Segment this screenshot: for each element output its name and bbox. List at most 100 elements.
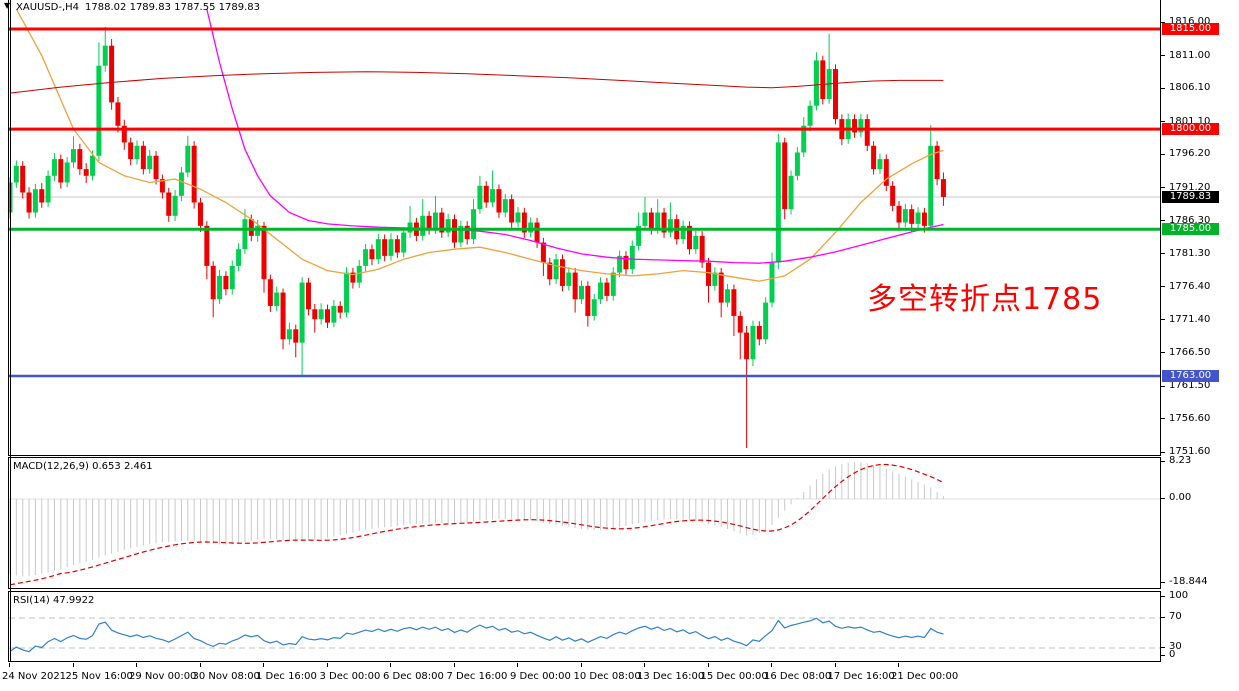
macd-values: 0.653 2.461 [92,461,153,472]
time-axis-label: 10 Dec 08:00 [573,671,641,682]
price-axis-tick [1161,187,1165,189]
candle-body [401,232,407,253]
macd-axis-label: 0.00 [1169,492,1192,503]
price-axis-tick [1161,55,1165,57]
symbol-period-label: XAUUSD-,H4 [16,2,80,13]
candle-body [725,289,731,303]
candle-body [490,189,496,203]
main-chart-panel[interactable] [8,0,1161,456]
candle-body [642,212,648,226]
time-axis-label: 1 Dec 16:00 [256,671,317,682]
rsi-axis-tick [1161,595,1165,597]
macd-axis-label: 8.23 [1169,455,1192,467]
candle-body [83,169,89,176]
candle-body [699,235,705,263]
candle-body [58,159,64,183]
time-axis-tick [263,663,264,667]
candle-body [286,329,292,340]
price-axis-label: 1816.00 [1169,16,1211,28]
price-axis-label: 1801.10 [1169,115,1211,127]
candle-body [591,299,597,316]
panel-inner-border [10,0,11,662]
macd-axis-tick [1161,497,1165,499]
candle-body [185,145,191,173]
price-axis-tick [1161,121,1165,123]
time-axis-tick [326,663,328,667]
candle-body [77,149,83,170]
macd-canvas[interactable] [9,458,1160,588]
candle-body [598,282,604,300]
candle-body [121,125,127,143]
time-axis-label: 30 Nov 08:00 [192,671,260,682]
candle-body [820,60,826,100]
ma-magenta [206,8,944,264]
time-axis-tick [9,663,10,667]
candle-body [147,155,153,170]
candle-body [769,262,775,303]
rsi-canvas[interactable] [9,592,1160,661]
candle-body [356,265,362,283]
price-axis-tick [1161,451,1165,453]
candle-body [559,259,565,286]
candle-body [261,225,267,280]
candle-body [198,202,203,226]
candle-body [883,159,889,186]
candle-body [534,222,540,243]
price-axis[interactable]: 1816.00 1811.00 1806.10 1801.10 1796.20 1791.… [1161,0,1239,691]
candle-body [458,225,464,243]
rsi-panel[interactable]: RSI(14) 47.9922 [8,591,1161,662]
time-axis-label: 9 Dec 00:00 [510,671,571,682]
candle-body [293,329,299,343]
candle-body [166,192,172,216]
candle-body [940,179,946,197]
macd-axis-tick [1161,581,1165,583]
time-axis-tick [72,663,74,667]
macd-signal-line [9,463,944,586]
time-axis-label: 21 Dec 00:00 [891,671,959,682]
candle-body [20,165,26,193]
rsi-axis-tick [1161,646,1165,648]
price-chart-canvas[interactable] [9,0,1160,454]
candle-body [807,105,813,126]
time-axis-label: 3 Dec 00:00 [319,671,381,682]
candle-body [521,212,527,233]
macd-panel[interactable]: MACD(12,26,9) 0.653 2.461 [8,457,1161,589]
time-axis-label: 15 Dec 00:00 [700,671,768,682]
price-axis-tick [1161,286,1165,288]
price-axis-tick [1161,153,1165,155]
candle-body [26,192,32,213]
candle-body [655,212,661,230]
candle-body [680,225,686,240]
price-axis-tick [1161,253,1165,255]
candle-body [877,159,883,170]
candle-body [585,285,591,316]
candle-body [439,212,445,233]
price-axis-label: 1771.40 [1169,313,1211,325]
candle-body [280,292,286,340]
candle-body [509,199,515,223]
time-axis[interactable]: 24 Nov 2021 25 Nov 16:00 29 Nov 00:00 30 No… [0,663,1239,691]
candle-body [477,185,483,210]
candle-body [483,185,489,203]
ma-orange [15,8,944,282]
time-axis-tick [199,663,201,667]
rsi-line [9,617,944,653]
candle-body [299,282,305,343]
price-axis-tick [1161,352,1165,354]
rsi-value: 47.9922 [52,595,95,606]
candle-body [744,332,750,360]
candle-body [248,219,254,236]
candles-layer [9,26,946,449]
ma-darkred [9,71,944,94]
candle-body [312,309,318,320]
candle-body [325,309,330,323]
time-axis-tick [898,663,899,667]
candle-body [864,119,870,146]
candle-body [471,209,477,240]
candle-body [686,225,692,250]
price-axis-label: 1756.60 [1169,412,1211,424]
symbol-dropdown-icon[interactable]: ▼ [4,1,11,10]
time-axis-tick [517,663,518,667]
price-axis-tick [1161,385,1165,387]
candle-body [502,199,508,213]
